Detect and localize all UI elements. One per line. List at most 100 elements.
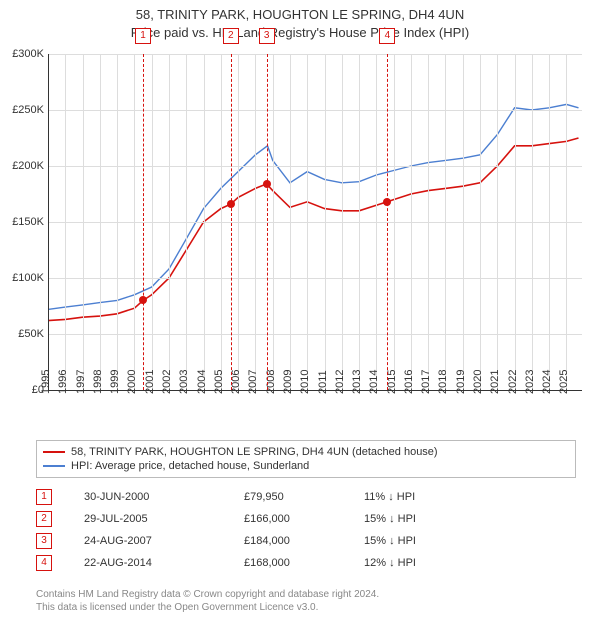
x-tick-label: 2004 <box>195 370 207 394</box>
x-tick-label: 1995 <box>40 370 52 394</box>
transaction-date: 30-JUN-2000 <box>84 491 244 503</box>
legend-label: HPI: Average price, detached house, Sund… <box>71 460 309 472</box>
marker-box: 3 <box>259 28 275 44</box>
marker-line <box>267 54 268 390</box>
gridline-horizontal <box>48 334 582 335</box>
transaction-price: £168,000 <box>244 557 364 569</box>
x-tick-label: 2023 <box>524 370 536 394</box>
x-tick-label: 2010 <box>299 370 311 394</box>
x-tick-label: 2013 <box>351 370 363 394</box>
x-tick-label: 2025 <box>558 370 570 394</box>
marker-box: 1 <box>135 28 151 44</box>
marker-line <box>387 54 388 390</box>
gridline-vertical <box>100 54 101 390</box>
transaction-delta: 15% ↓ HPI <box>364 513 576 525</box>
x-tick-label: 1996 <box>57 370 69 394</box>
y-tick-label: £50K <box>18 328 44 340</box>
title-line-1: 58, TRINITY PARK, HOUGHTON LE SPRING, DH… <box>0 6 600 24</box>
y-tick-label: £250K <box>12 104 44 116</box>
footer-line-2: This data is licensed under the Open Gov… <box>36 601 576 614</box>
x-tick-label: 2007 <box>247 370 259 394</box>
x-tick-label: 2019 <box>455 370 467 394</box>
transaction-price: £166,000 <box>244 513 364 525</box>
marker-dot <box>139 296 147 304</box>
gridline-horizontal <box>48 54 582 55</box>
x-tick-label: 2020 <box>472 370 484 394</box>
gridline-vertical <box>445 54 446 390</box>
x-tick-label: 2001 <box>143 370 155 394</box>
x-tick-label: 2005 <box>213 370 225 394</box>
x-tick-label: 2009 <box>282 370 294 394</box>
x-tick-label: 2016 <box>403 370 415 394</box>
gridline-vertical <box>65 54 66 390</box>
gridline-horizontal <box>48 278 582 279</box>
x-tick-label: 2014 <box>368 370 380 394</box>
gridline-vertical <box>532 54 533 390</box>
legend-item: HPI: Average price, detached house, Sund… <box>43 459 569 473</box>
x-tick-label: 2022 <box>506 370 518 394</box>
gridline-vertical <box>376 54 377 390</box>
x-tick-label: 2021 <box>489 370 501 394</box>
gridline-vertical <box>204 54 205 390</box>
x-tick-label: 2002 <box>161 370 173 394</box>
transaction-marker-box: 4 <box>36 555 52 571</box>
transaction-marker-box: 3 <box>36 533 52 549</box>
gridline-vertical <box>411 54 412 390</box>
y-tick-label: £300K <box>12 48 44 60</box>
gridline-vertical <box>48 54 49 390</box>
gridline-vertical <box>325 54 326 390</box>
table-row: 324-AUG-2007£184,00015% ↓ HPI <box>36 530 576 552</box>
x-tick-label: 2012 <box>334 370 346 394</box>
marker-line <box>143 54 144 390</box>
gridline-vertical <box>428 54 429 390</box>
gridline-vertical <box>152 54 153 390</box>
transaction-price: £184,000 <box>244 535 364 547</box>
gridline-horizontal <box>48 222 582 223</box>
gridline-vertical <box>549 54 550 390</box>
gridline-vertical <box>463 54 464 390</box>
gridline-vertical <box>394 54 395 390</box>
x-tick-label: 2011 <box>317 370 329 394</box>
x-tick-label: 2003 <box>178 370 190 394</box>
legend-item: 58, TRINITY PARK, HOUGHTON LE SPRING, DH… <box>43 445 569 459</box>
marker-box: 4 <box>379 28 395 44</box>
gridline-vertical <box>480 54 481 390</box>
gridline-vertical <box>169 54 170 390</box>
table-row: 130-JUN-2000£79,95011% ↓ HPI <box>36 486 576 508</box>
gridline-vertical <box>255 54 256 390</box>
chart-plot-area: £0£50K£100K£150K£200K£250K£300K199519961… <box>48 54 582 390</box>
footer-line-1: Contains HM Land Registry data © Crown c… <box>36 588 576 601</box>
x-tick-label: 2000 <box>126 370 138 394</box>
marker-line <box>231 54 232 390</box>
gridline-vertical <box>515 54 516 390</box>
transaction-price: £79,950 <box>244 491 364 503</box>
legend: 58, TRINITY PARK, HOUGHTON LE SPRING, DH… <box>36 440 576 478</box>
y-tick-label: £100K <box>12 272 44 284</box>
gridline-vertical <box>307 54 308 390</box>
x-tick-label: 2017 <box>420 370 432 394</box>
x-tick-label: 2018 <box>437 370 449 394</box>
marker-dot <box>263 180 271 188</box>
gridline-vertical <box>497 54 498 390</box>
gridline-vertical <box>290 54 291 390</box>
gridline-vertical <box>117 54 118 390</box>
gridline-vertical <box>273 54 274 390</box>
transaction-delta: 11% ↓ HPI <box>364 491 576 503</box>
gridline-vertical <box>134 54 135 390</box>
x-tick-label: 1997 <box>74 370 86 394</box>
gridline-vertical <box>186 54 187 390</box>
y-tick-label: £150K <box>12 216 44 228</box>
transaction-date: 24-AUG-2007 <box>84 535 244 547</box>
marker-dot <box>383 198 391 206</box>
gridline-vertical <box>342 54 343 390</box>
gridline-vertical <box>83 54 84 390</box>
transaction-delta: 12% ↓ HPI <box>364 557 576 569</box>
gridline-vertical <box>566 54 567 390</box>
title-block: 58, TRINITY PARK, HOUGHTON LE SPRING, DH… <box>0 0 600 41</box>
table-row: 229-JUL-2005£166,00015% ↓ HPI <box>36 508 576 530</box>
x-tick-label: 2024 <box>541 370 553 394</box>
title-line-2: Price paid vs. HM Land Registry's House … <box>0 24 600 42</box>
transaction-date: 29-JUL-2005 <box>84 513 244 525</box>
gridline-vertical <box>221 54 222 390</box>
transaction-date: 22-AUG-2014 <box>84 557 244 569</box>
